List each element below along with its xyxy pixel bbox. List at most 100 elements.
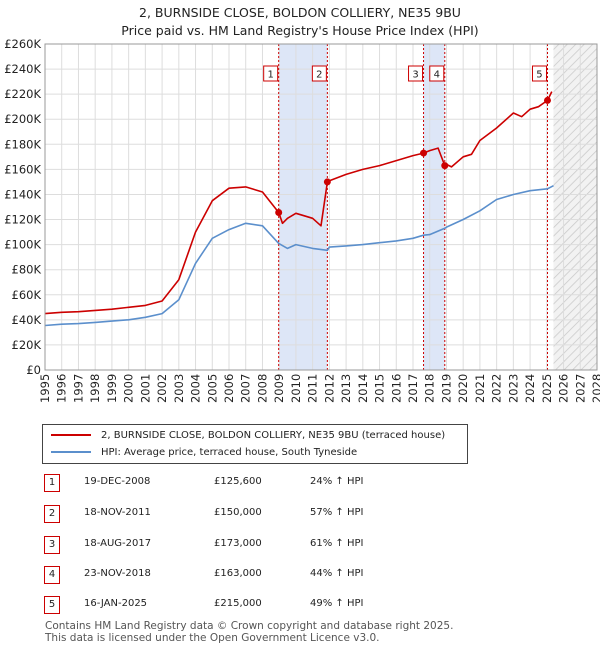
x-tick-label: 2016 (389, 374, 403, 403)
x-tick-label: 2025 (540, 374, 554, 403)
x-tick-label: 2014 (356, 374, 370, 403)
sale-price: £125,600 (214, 476, 262, 487)
table-row: 3 18-AUG-2017 £173,000 61% ↑ HPI (0, 536, 600, 556)
y-tick-label: £180K (4, 137, 41, 151)
x-tick-label: 1998 (88, 374, 102, 403)
sale-point (441, 162, 449, 170)
price-chart: £0 £20K £40K £60K £80K £100K £120K £140K £160K £1… (4, 37, 600, 403)
sale-price: £173,000 (214, 538, 262, 549)
x-tick-label: 1999 (105, 374, 119, 403)
x-tick-label: 2002 (155, 374, 169, 403)
sale-price: £215,000 (214, 598, 262, 609)
sale-number-box (263, 65, 279, 82)
sale-point (323, 178, 331, 186)
sale-period-shade (423, 44, 445, 370)
sale-number-box (311, 65, 327, 82)
sale-point (420, 149, 428, 157)
legend-label-property: 2, BURNSIDE CLOSE, BOLDON COLLIERY, NE35… (101, 429, 446, 441)
sale-number-label: 5 (536, 70, 542, 81)
x-tick-label: 2020 (456, 374, 470, 403)
footer-copyright: Contains HM Land Registry data © Crown c… (45, 620, 454, 632)
sale-date: 23-NOV-2018 (84, 568, 151, 579)
footer-licence: This data is licensed under the Open Gov… (45, 632, 380, 644)
chart-legend: 2, BURNSIDE CLOSE, BOLDON COLLIERY, NE35… (42, 424, 468, 464)
y-tick-label: £120K (4, 213, 41, 227)
legend-label-hpi: HPI: Average price, terraced house, Sout… (101, 446, 358, 458)
sale-number-label: 4 (434, 70, 440, 81)
sale-number-box (429, 65, 445, 82)
sale-number-badge: 2 (44, 505, 60, 523)
sale-number-label: 3 (412, 70, 418, 81)
y-tick-label: £0 (26, 363, 41, 377)
sale-point (275, 209, 283, 217)
x-tick-label: 2026 (557, 374, 571, 403)
sale-date: 19-DEC-2008 (84, 476, 151, 487)
x-tick-label: 2012 (322, 374, 336, 403)
plot-frame (44, 43, 598, 371)
legend-line-hpi (51, 451, 91, 453)
x-tick-label: 2023 (506, 374, 520, 403)
forecast-hatch (553, 44, 597, 370)
page-subtitle: Price paid vs. HM Land Registry's House … (121, 23, 479, 38)
sale-date: 18-AUG-2017 (84, 538, 152, 549)
y-tick-label: £100K (4, 238, 41, 252)
sale-date: 18-NOV-2011 (84, 507, 151, 518)
x-tick-label: 2011 (306, 374, 320, 403)
sale-hpi-change: 24% ↑ HPI (310, 476, 364, 487)
sale-number-box (531, 65, 547, 82)
legend-line-property (51, 434, 91, 436)
x-tick-label: 2007 (239, 374, 253, 403)
x-tick-label: 2005 (205, 374, 219, 403)
x-tick-label: 1997 (71, 374, 85, 403)
x-tick-label: 2000 (122, 374, 136, 403)
x-tick-label: 2028 (590, 374, 600, 403)
x-tick-label: 2017 (406, 374, 420, 403)
x-tick-label: 2004 (189, 374, 203, 403)
legend-item-hpi: HPI: Average price, terraced house, Sout… (51, 445, 357, 459)
x-tick-label: 2006 (222, 374, 236, 403)
sale-hpi-change: 44% ↑ HPI (310, 568, 364, 579)
x-tick-label: 2003 (172, 374, 186, 403)
x-tick-label: 2024 (523, 374, 537, 403)
sale-hpi-change: 49% ↑ HPI (310, 598, 364, 609)
x-tick-label: 2013 (339, 374, 353, 403)
table-row: 1 19-DEC-2008 £125,600 24% ↑ HPI (0, 474, 600, 494)
hpi-line (44, 184, 554, 327)
sale-number-badge: 3 (44, 536, 60, 554)
x-tick-label: 2018 (423, 374, 437, 403)
x-tick-label: 2001 (138, 374, 152, 403)
table-row: 5 16-JAN-2025 £215,000 49% ↑ HPI (0, 596, 600, 616)
sale-number-badge: 4 (44, 566, 60, 584)
page-title: 2, BURNSIDE CLOSE, BOLDON COLLIERY, NE35… (139, 5, 461, 20)
table-row: 2 18-NOV-2011 £150,000 57% ↑ HPI (0, 505, 600, 525)
sale-date: 16-JAN-2025 (84, 598, 148, 609)
x-tick-label: 2015 (373, 374, 387, 403)
y-tick-label: £200K (4, 112, 41, 126)
sale-number-box (408, 65, 424, 82)
x-tick-label: 2022 (490, 374, 504, 403)
y-tick-label: £240K (4, 62, 41, 76)
sale-number-label: 2 (316, 70, 322, 81)
sale-hpi-change: 57% ↑ HPI (310, 507, 364, 518)
y-tick-label: £220K (4, 87, 41, 101)
x-tick-label: 1995 (38, 374, 52, 403)
y-tick-label: £140K (4, 187, 41, 201)
x-tick-label: 1996 (55, 374, 69, 403)
sale-number-badge: 5 (44, 596, 60, 614)
sale-point (543, 96, 551, 104)
sale-number-label: 1 (267, 70, 273, 81)
sale-period-shade (278, 44, 328, 370)
y-tick-label: £40K (12, 313, 42, 327)
x-tick-label: 2008 (255, 374, 269, 403)
sale-number-badge: 1 (44, 474, 60, 492)
x-tick-label: 2027 (573, 374, 587, 403)
x-tick-label: 2009 (272, 374, 286, 403)
table-row: 4 23-NOV-2018 £163,000 44% ↑ HPI (0, 566, 600, 586)
sale-price: £163,000 (214, 568, 262, 579)
sale-price: £150,000 (214, 507, 262, 518)
sale-hpi-change: 61% ↑ HPI (310, 538, 364, 549)
x-tick-label: 2019 (439, 374, 453, 403)
y-tick-label: £260K (4, 37, 41, 51)
x-tick-label: 2021 (473, 374, 487, 403)
y-tick-label: £60K (12, 288, 42, 302)
